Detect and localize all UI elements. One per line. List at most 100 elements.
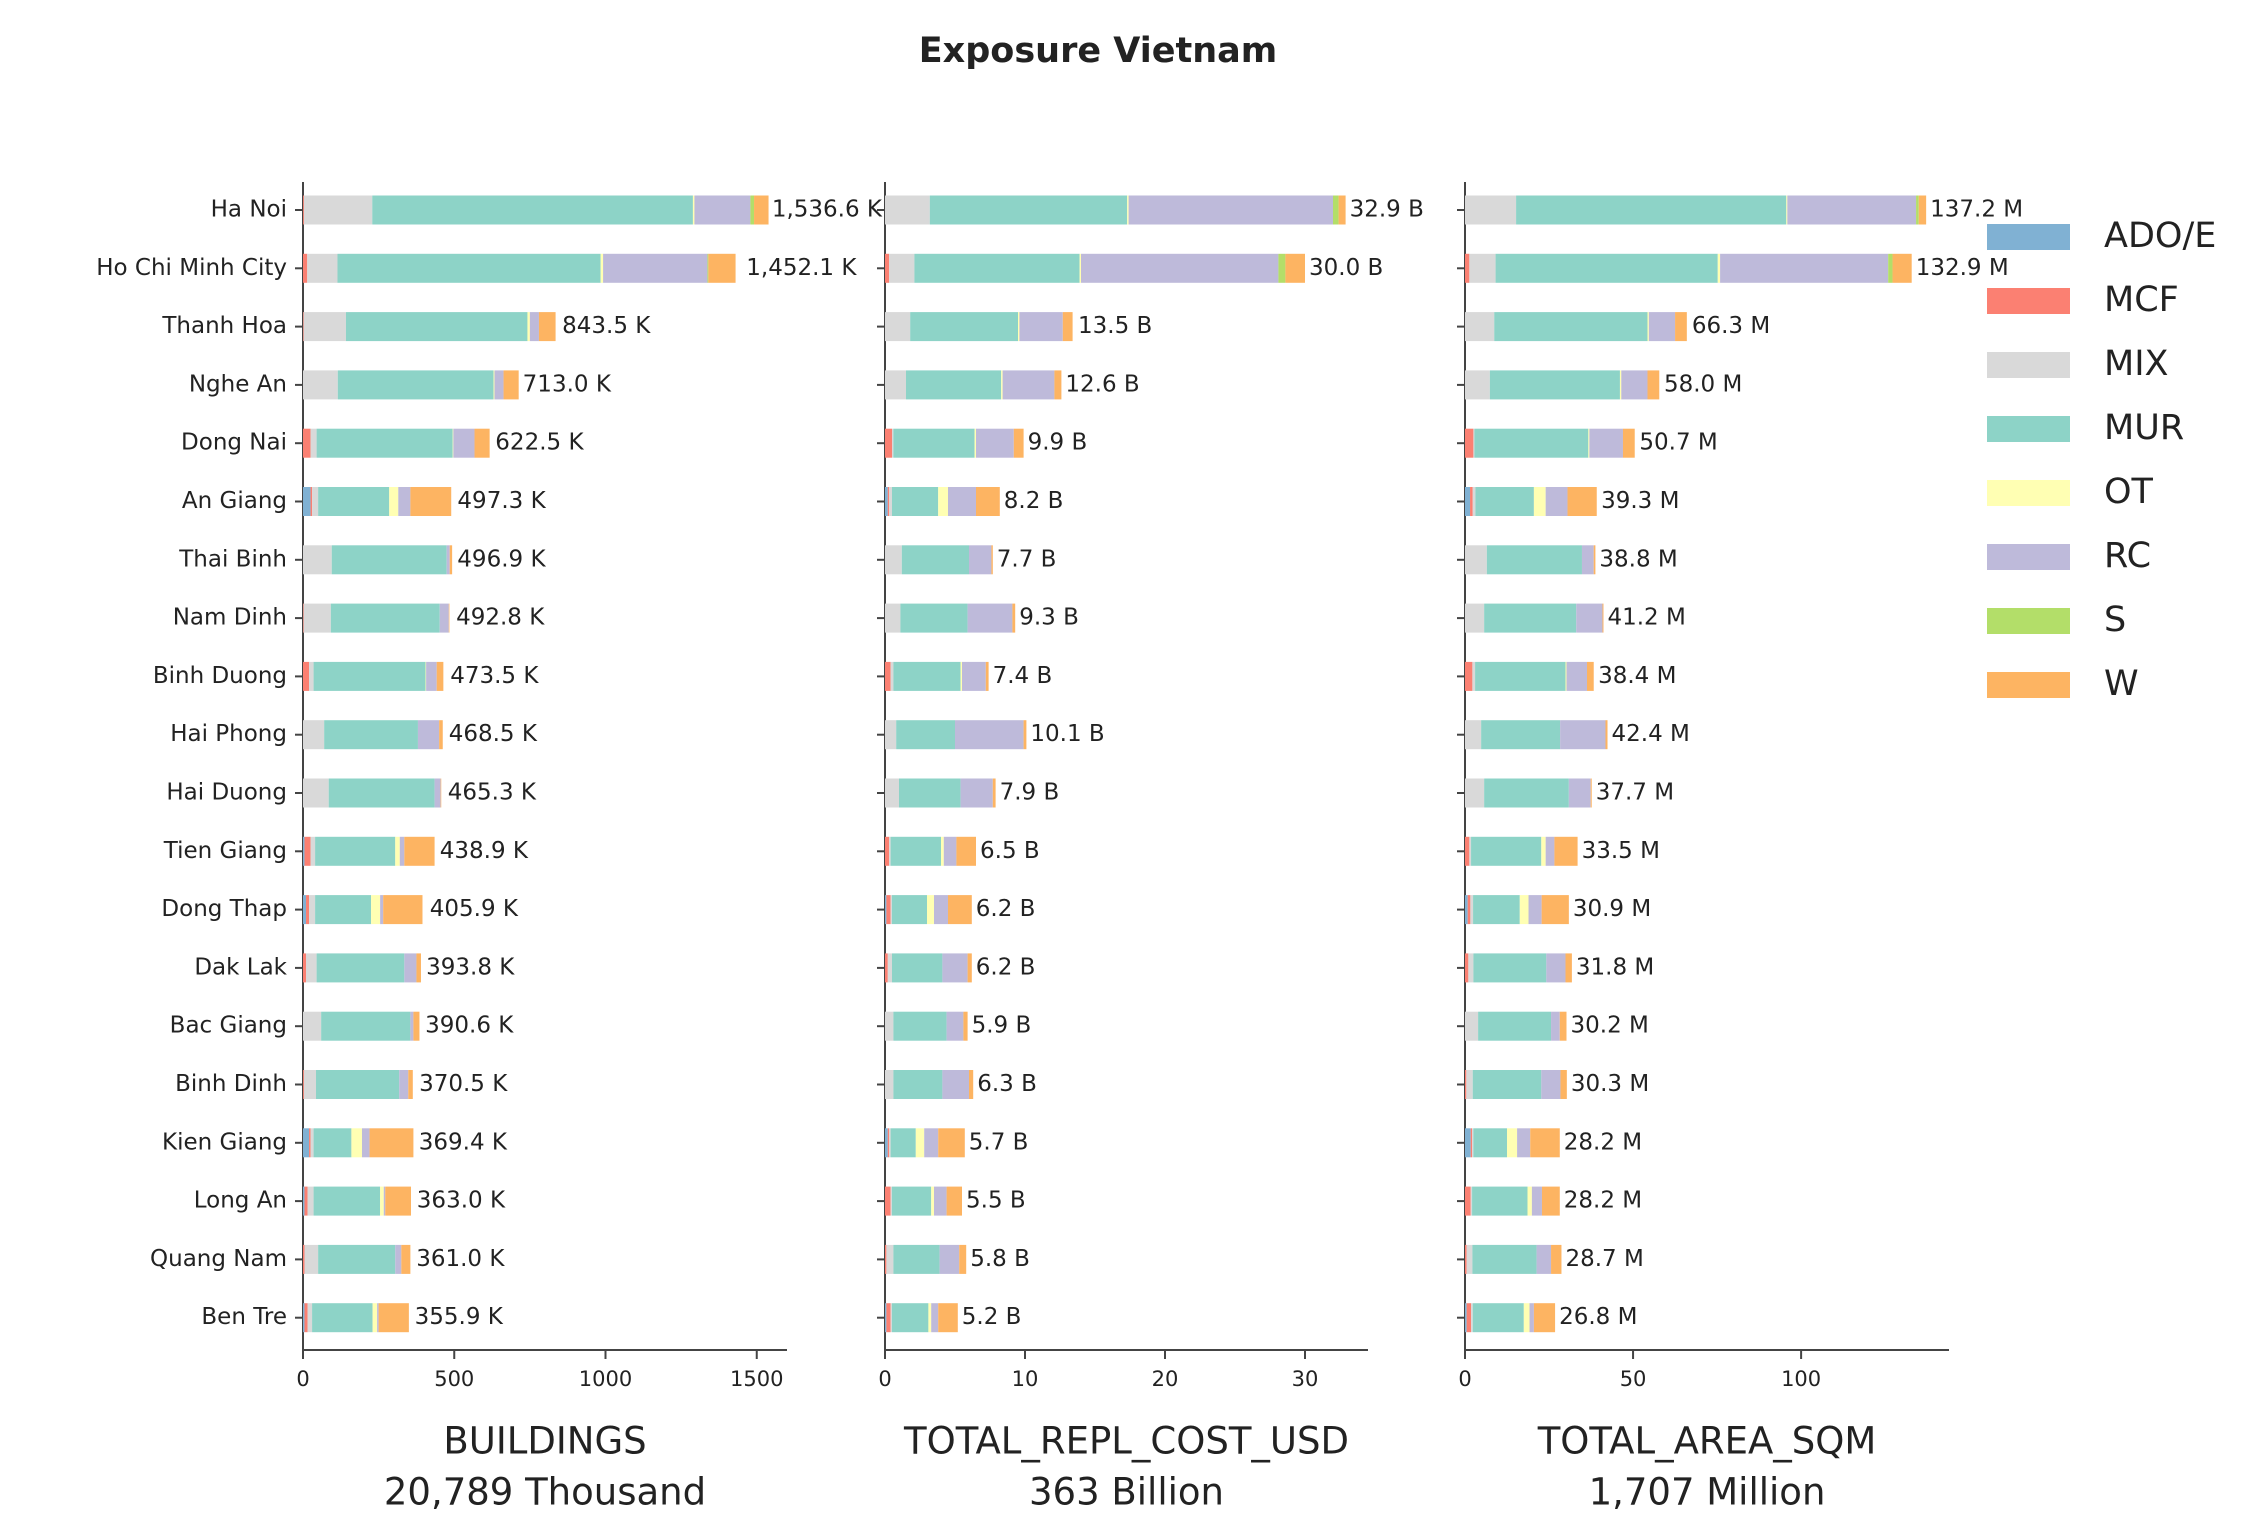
bar-segment: [1888, 253, 1893, 283]
bar-segment: [967, 603, 1013, 633]
total-label: 5.7 B: [969, 1129, 1029, 1155]
bar-segment: [399, 836, 405, 866]
bar-segment: [1472, 1186, 1528, 1216]
bar-segment: [452, 428, 454, 458]
legend-label: MIX: [2104, 344, 2169, 384]
bar-segment: [313, 1186, 381, 1216]
bar-segment: [1484, 603, 1577, 633]
bar-segment: [313, 1128, 352, 1158]
bar-segment: [1465, 487, 1471, 516]
bar-segment: [939, 1244, 960, 1274]
bar-segment: [1465, 1303, 1467, 1333]
x-tick-label: 20: [1152, 1367, 1179, 1391]
total-label: 58.0 M: [1664, 371, 1742, 397]
bar-segment: [410, 1011, 414, 1041]
y-tick-label: Ben Tre: [201, 1304, 287, 1330]
bar-segment: [439, 603, 449, 633]
total-label: 1,536.6 K: [772, 197, 883, 223]
total-label: 33.5 M: [1582, 838, 1660, 864]
bar-segment: [889, 253, 915, 283]
bar-segment: [1541, 895, 1569, 925]
bar-segment: [345, 312, 528, 342]
bar-segment: [1602, 603, 1604, 633]
x-axis-label: TOTAL_REPL_COST_USD: [903, 1420, 1349, 1463]
bar-segment: [929, 195, 1128, 225]
bar-segment: [885, 778, 899, 808]
total-label: 468.5 K: [449, 721, 538, 747]
bar-segment: [1546, 953, 1566, 983]
bar-segment: [750, 195, 755, 225]
bar-segment: [303, 603, 331, 633]
bar-segment: [304, 836, 311, 866]
bar-segment: [303, 836, 305, 866]
bar-segment: [974, 428, 976, 458]
total-label: 7.7 B: [997, 546, 1057, 572]
bar-segment: [307, 1186, 314, 1216]
bar-segment: [892, 895, 927, 925]
bar-segment: [318, 1244, 396, 1274]
bar-segment: [1128, 195, 1333, 225]
bar-segment: [404, 836, 435, 866]
bar-segment: [887, 1128, 890, 1158]
bar-segment: [1469, 253, 1496, 283]
legend-label: ADO/E: [2104, 216, 2216, 256]
total-label: 496.9 K: [457, 546, 546, 572]
bar-segment: [434, 778, 441, 808]
bar-segment: [892, 487, 939, 516]
bar-segment: [538, 312, 556, 342]
total-label: 1,452.1 K: [746, 255, 857, 281]
bar-segment: [1560, 720, 1606, 750]
bar-segment: [991, 545, 993, 575]
bar-segment: [948, 487, 976, 516]
total-label: 26.8 M: [1559, 1304, 1637, 1330]
bar-segment: [1545, 487, 1568, 516]
bar-segment: [307, 1303, 313, 1333]
total-label: 370.5 K: [419, 1071, 508, 1097]
bar-segment: [1023, 720, 1027, 750]
bar-segment: [1568, 778, 1591, 808]
bar-segment: [889, 487, 892, 516]
bar-segment: [927, 895, 934, 925]
bar-segment: [303, 312, 346, 342]
x-tick-label: 0: [1458, 1367, 1471, 1391]
bar-segment: [1566, 661, 1588, 691]
total-label: 465.3 K: [448, 780, 537, 806]
total-label: 12.6 B: [1065, 371, 1139, 397]
legend-label: MCF: [2104, 280, 2179, 320]
bar-segment: [1079, 253, 1081, 283]
bar-segment: [938, 1128, 965, 1158]
total-label: 42.4 M: [1612, 721, 1690, 747]
bar-segment: [910, 312, 1018, 342]
bar-segment: [398, 487, 411, 516]
bar-segment: [963, 1011, 968, 1041]
bar-segment: [1465, 1070, 1467, 1099]
total-label: 6.3 B: [977, 1071, 1037, 1097]
bar-segment: [1062, 312, 1073, 342]
total-label: 438.9 K: [440, 838, 529, 864]
bar-segment: [1465, 253, 1470, 283]
bar-segment: [887, 953, 892, 983]
x-tick-label: 0: [878, 1367, 891, 1391]
bar-segment: [303, 720, 325, 750]
total-label: 30.0 B: [1309, 255, 1383, 281]
bar-segment: [395, 1244, 402, 1274]
y-tick-label: Ha Noi: [211, 197, 287, 223]
total-label: 492.8 K: [456, 605, 545, 631]
bar-segment: [885, 1128, 888, 1158]
bar-segment: [380, 1186, 384, 1216]
legend-label: MUR: [2104, 408, 2184, 448]
bar-segment: [1081, 253, 1279, 283]
total-label: 30.2 M: [1571, 1013, 1649, 1039]
bar-segment: [885, 1070, 894, 1099]
bar-segment: [1465, 603, 1485, 633]
bar-segment: [1533, 1303, 1556, 1333]
bar-segment: [1581, 545, 1594, 575]
bar-segment: [1465, 195, 1517, 225]
bar-segment: [885, 603, 901, 633]
total-label: 497.3 K: [457, 488, 546, 514]
bar-segment: [885, 895, 887, 925]
bar-segment: [1472, 1128, 1474, 1158]
bar-segment: [1054, 370, 1062, 400]
